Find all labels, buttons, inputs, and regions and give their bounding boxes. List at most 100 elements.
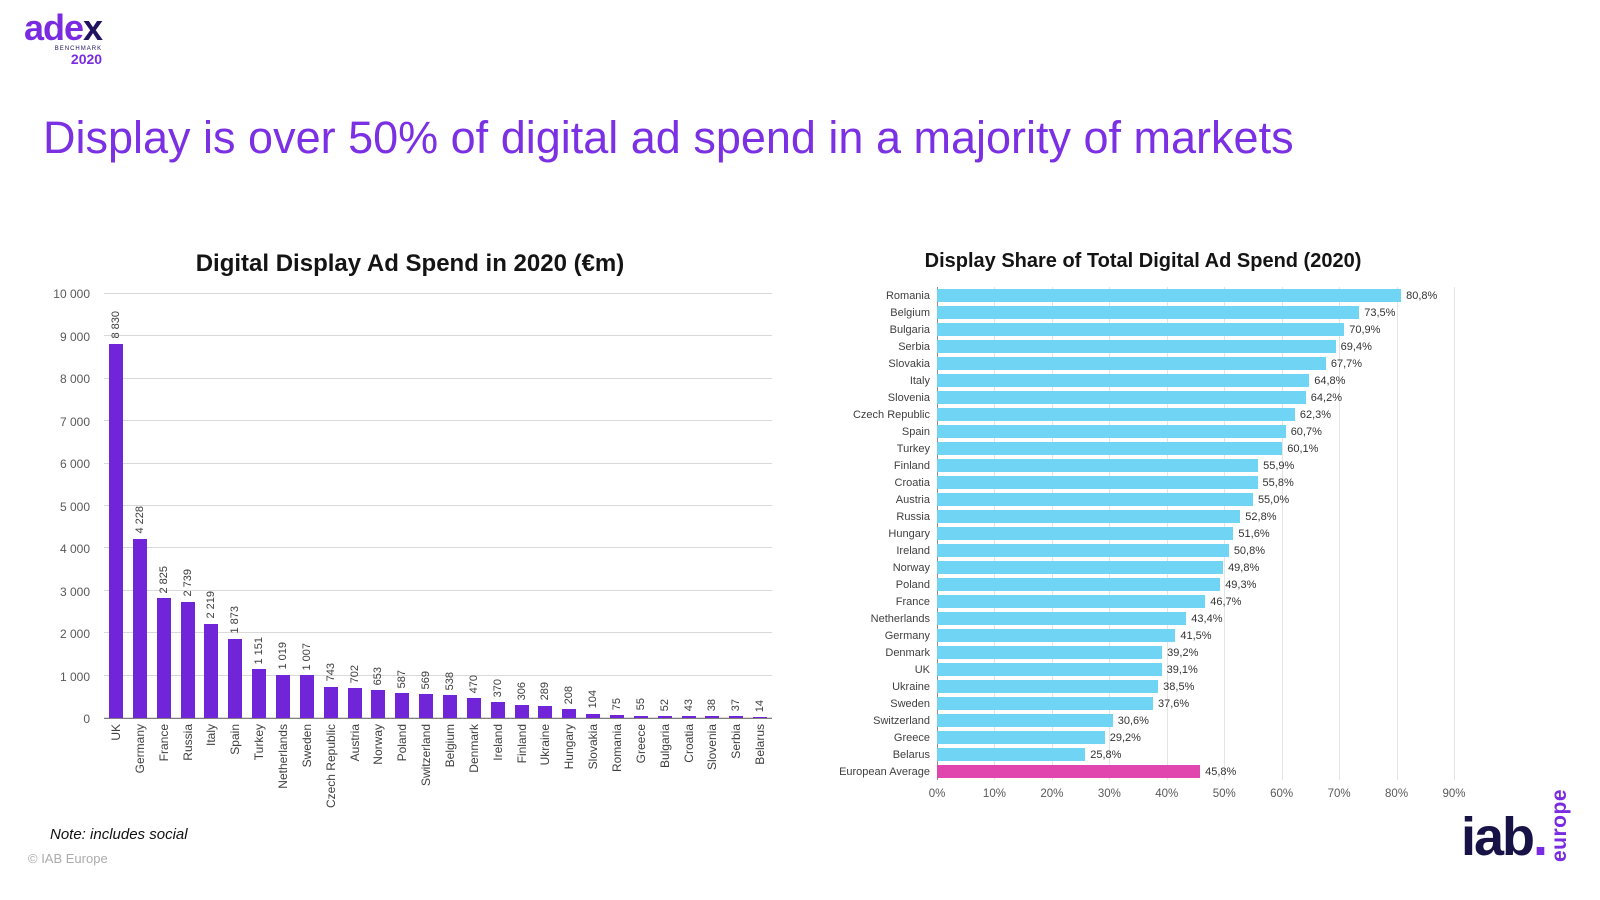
bar-value-label: 80,8% [1406,289,1438,302]
bar [937,578,1221,591]
bar [299,675,314,718]
bar [371,690,386,718]
bar-value-label: 208 [557,686,581,704]
bar [937,442,1283,455]
y-tick-label: 0 [83,712,90,726]
value-text: 14 [754,700,767,713]
left-yticks: 0 1 000 2 000 3 000 4 000 5 000 6 000 7 000 8 00… [40,287,98,726]
bar-value-label: 39,1% [1166,663,1198,676]
bar-value-label: 702 [343,665,367,683]
bar-row: UK 39,1% [832,661,1454,678]
value-text: 52 [658,698,671,711]
gridline [104,632,772,634]
row-label: Spain [901,425,930,438]
bar-value-label: 37 [724,699,748,711]
right-rows: Romania 80,8% Belgium 73,5% Bulgaria 70,9% Ser… [832,287,1454,780]
gridline [1454,287,1455,780]
bar-row: Slovenia 64,2% [832,389,1454,406]
gridline [104,377,772,379]
bar-row: Romania 80,8% [832,287,1454,304]
y-tick-label: 3 000 [59,584,90,599]
bar [937,391,1306,404]
category-label: Ukraine [533,724,557,839]
value-text: 743 [324,663,337,682]
category-text: Germany [132,724,147,774]
value-text: 587 [396,669,409,689]
value-text: 75 [610,697,623,710]
bar-column: 14 [748,294,772,718]
bar-column: 75 [605,294,629,718]
gridline [104,674,772,676]
bar-row: Norway 49,8% [832,559,1454,576]
category-text: Sweden [299,724,314,768]
row-label: Netherlands [870,612,930,625]
bar-track: 67,7% [937,357,1454,370]
bar [538,705,553,718]
bar-value-label: 29,2% [1109,731,1141,744]
bar-value-label: 75 [605,698,629,710]
right-axis: 0% 10% 20% 30% 40% 50% 60% 70% 80% 90% [929,780,1466,804]
bar-row: Germany 41,5% [832,627,1454,644]
bar-track: 55,8% [937,476,1454,489]
bar [419,693,434,718]
bar-value-label: 569 [414,671,438,689]
bar [132,538,147,718]
bar-track: 80,8% [937,289,1454,302]
bar-value-label: 1 873 [223,606,247,634]
bar-row: Ukraine 38,5% [832,678,1454,695]
bar-track: 45,8% [937,765,1454,778]
bar [937,425,1286,438]
bar-value-label: 52 [653,699,677,711]
bar-row: Austria 55,0% [832,491,1454,508]
bar-value-label: 104 [581,690,605,708]
row-label: Czech Republic [852,408,930,421]
category-label: Denmark [462,724,486,839]
gridline [1281,287,1283,780]
bar-track: 46,7% [937,595,1454,608]
footnote: Note: includes social [50,826,188,843]
bar [937,748,1086,761]
bar-column: 1 873 [223,294,247,718]
category-label: Russia [176,724,200,839]
bar [937,323,1345,336]
bar [633,715,648,718]
bar-column: 37 [724,294,748,718]
bar-row: France 46,7% [832,593,1454,610]
value-text: 289 [539,682,552,701]
row-label: France [895,595,930,608]
bar [937,612,1187,625]
bar-value-label: 60,7% [1290,425,1322,438]
category-text: Austria [347,724,362,762]
value-text: 2 739 [181,569,194,597]
bar-track: 50,8% [937,544,1454,557]
bar-value-label: 46,7% [1210,595,1242,608]
bar [937,663,1162,676]
bar-value-label: 67,7% [1330,357,1363,370]
category-label: Bulgaria [653,724,677,839]
category-label: Finland [510,724,534,839]
gridline [104,293,772,294]
category-label: Hungary [557,724,581,839]
iab-name: iab [1460,807,1535,868]
bar-column: 702 [343,294,367,718]
bar-row: Slovakia 67,7% [832,355,1454,372]
value-text: 702 [348,664,361,684]
category-label: Netherlands [271,724,295,839]
bar [937,714,1113,727]
category-text: Finland [514,724,529,764]
category-text: Croatia [681,724,696,763]
value-text: 2 825 [157,565,170,594]
category-text: Czech Republic [323,724,338,809]
bar-track: 70,9% [937,323,1454,336]
bar-row: Italy 64,8% [832,372,1454,389]
bar-track: 25,8% [937,748,1454,761]
value-text: 4 228 [133,506,146,534]
bar-row: Finland 55,9% [832,457,1454,474]
bar-column: 743 [319,294,343,718]
bar-value-label: 1 151 [247,637,271,665]
bar-value-label: 39,2% [1167,646,1199,659]
category-label: Germany [128,724,152,839]
bar [937,289,1402,302]
x-tick-label: 10% [982,788,1006,800]
adex-logo-part2: x [83,7,103,48]
